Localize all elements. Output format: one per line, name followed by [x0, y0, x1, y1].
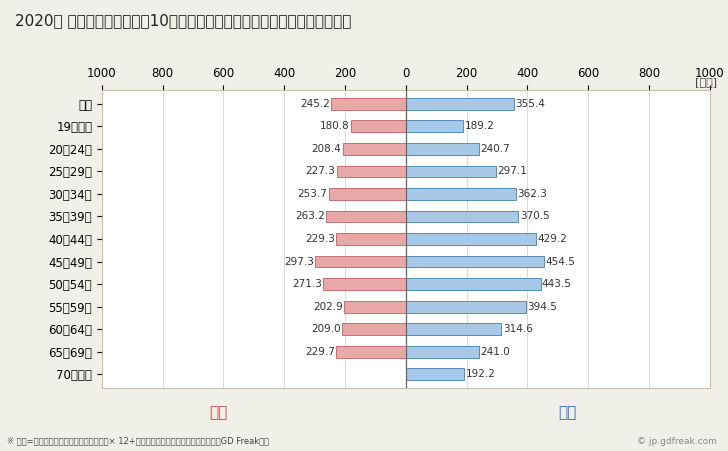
- Text: 297.1: 297.1: [497, 166, 527, 176]
- Text: 297.3: 297.3: [285, 257, 314, 267]
- Text: 263.2: 263.2: [295, 212, 325, 221]
- Bar: [406, 323, 502, 335]
- Text: 189.2: 189.2: [464, 121, 494, 131]
- Text: 208.4: 208.4: [312, 144, 341, 154]
- Bar: [406, 301, 526, 313]
- Text: 394.5: 394.5: [527, 302, 557, 312]
- Text: 443.5: 443.5: [542, 279, 571, 289]
- Text: 男性: 男性: [558, 405, 577, 420]
- Text: 202.9: 202.9: [313, 302, 343, 312]
- Text: 229.7: 229.7: [305, 347, 335, 357]
- Bar: [331, 98, 406, 110]
- Text: 209.0: 209.0: [312, 324, 341, 334]
- Bar: [342, 323, 406, 335]
- Text: [万円]: [万円]: [695, 77, 717, 87]
- Text: 2020年 民間企業（従業者数10人以上）フルタイム労働者の男女別平均年収: 2020年 民間企業（従業者数10人以上）フルタイム労働者の男女別平均年収: [15, 14, 351, 28]
- Text: 241.0: 241.0: [480, 347, 510, 357]
- Bar: [323, 278, 406, 290]
- Bar: [406, 188, 516, 200]
- Text: 240.7: 240.7: [480, 144, 510, 154]
- Text: 454.5: 454.5: [545, 257, 575, 267]
- Text: 192.2: 192.2: [465, 369, 495, 379]
- Text: 227.3: 227.3: [306, 166, 336, 176]
- Bar: [336, 233, 406, 245]
- Bar: [336, 346, 406, 358]
- Text: 女性: 女性: [209, 405, 228, 420]
- Bar: [406, 233, 537, 245]
- Text: 362.3: 362.3: [517, 189, 547, 199]
- Bar: [329, 188, 406, 200]
- Bar: [326, 211, 406, 222]
- Bar: [344, 301, 406, 313]
- Text: 314.6: 314.6: [503, 324, 533, 334]
- Bar: [406, 278, 541, 290]
- Bar: [406, 346, 479, 358]
- Bar: [406, 98, 514, 110]
- Text: 180.8: 180.8: [320, 121, 349, 131]
- Text: 355.4: 355.4: [515, 99, 545, 109]
- Text: 229.3: 229.3: [305, 234, 335, 244]
- Bar: [406, 120, 463, 132]
- Text: 429.2: 429.2: [537, 234, 567, 244]
- Bar: [406, 368, 464, 380]
- Bar: [406, 256, 544, 267]
- Bar: [351, 120, 406, 132]
- Text: 253.7: 253.7: [298, 189, 328, 199]
- Text: ※ 年収=「きまって支給する現金給与額」× 12+「年間賞与その他特別給与額」としてGD Freak推計: ※ 年収=「きまって支給する現金給与額」× 12+「年間賞与その他特別給与額」と…: [7, 437, 269, 446]
- Bar: [337, 166, 406, 177]
- Text: 245.2: 245.2: [300, 99, 330, 109]
- Text: 370.5: 370.5: [520, 212, 550, 221]
- Bar: [406, 143, 479, 155]
- Text: 271.3: 271.3: [293, 279, 323, 289]
- Bar: [406, 166, 496, 177]
- Bar: [342, 143, 406, 155]
- Text: © jp.gdfreak.com: © jp.gdfreak.com: [637, 437, 717, 446]
- Bar: [315, 256, 406, 267]
- Bar: [406, 211, 518, 222]
